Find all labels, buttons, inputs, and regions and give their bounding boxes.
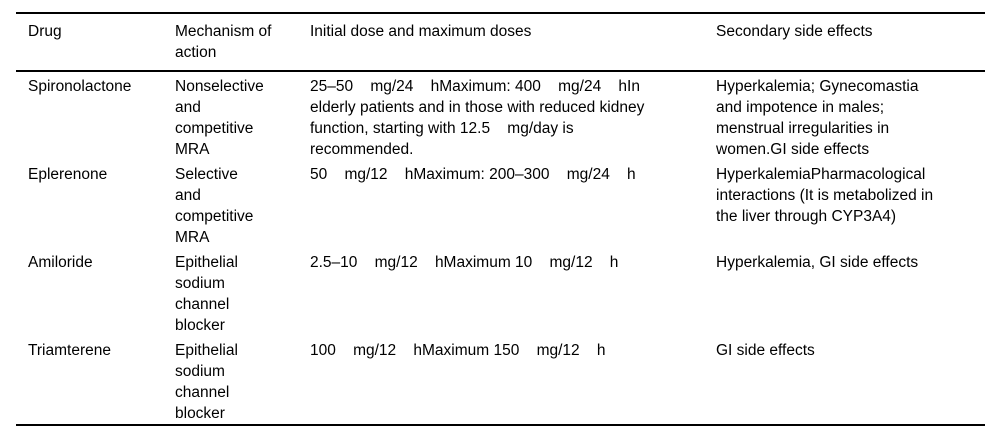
col-header-dose: Initial dose and maximum doses: [310, 13, 716, 72]
drug-cell: Amiloride: [28, 254, 93, 271]
table-row-spironolactone: Spironolactone Nonselective and competit…: [16, 71, 985, 160]
dose-cell: 2.5–10 mg/12 hMaximum 10 mg/12 h: [310, 254, 619, 271]
table-body: Spironolactone Nonselective and competit…: [16, 71, 985, 425]
mechanism-cell: Epithelial sodium channel blocker: [175, 342, 238, 422]
side-effects-cell: GI side effects: [716, 342, 815, 359]
table-header: Drug Mechanism of action Initial dose an…: [16, 13, 985, 72]
col-header-mechanism: Mechanism of action: [175, 13, 310, 72]
dose-cell: 100 mg/12 hMaximum 150 mg/12 h: [310, 342, 606, 359]
mechanism-cell: Selective and competitive MRA: [175, 166, 254, 246]
col-header-drug: Drug: [16, 13, 175, 72]
table-row-amiloride: Amiloride Epithelial sodium channel bloc…: [16, 248, 985, 336]
side-effects-cell: Hyperkalemia, GI side effects: [716, 254, 919, 271]
dose-cell: 50 mg/12 hMaximum: 200–300 mg/24 h: [310, 166, 636, 183]
table-row-triamterene: Triamterene Epithelial sodium channel bl…: [16, 336, 985, 425]
paper-table-page: Drug Mechanism of action Initial dose an…: [0, 12, 1000, 447]
col-header-side-effects: Secondary side effects: [716, 13, 985, 72]
mechanism-cell: Epithelial sodium channel blocker: [175, 254, 238, 334]
side-effects-cell: HyperkalemiaPharmacological interactions…: [716, 166, 934, 225]
mechanism-cell: Nonselective and competitive MRA: [175, 78, 264, 158]
header-row: Drug Mechanism of action Initial dose an…: [16, 13, 985, 72]
table-row-eplerenone: Eplerenone Selective and competitive MRA…: [16, 160, 985, 248]
side-effects-cell: Hyperkalemia; Gynecomastia and impotence…: [716, 78, 919, 158]
drug-cell: Triamterene: [28, 342, 111, 359]
dose-cell: 25–50 mg/24 hMaximum: 400 mg/24 hIn elde…: [310, 78, 645, 158]
drug-cell: Eplerenone: [28, 166, 108, 183]
drug-cell: Spironolactone: [28, 78, 132, 95]
drug-dosing-table: Drug Mechanism of action Initial dose an…: [16, 12, 985, 426]
